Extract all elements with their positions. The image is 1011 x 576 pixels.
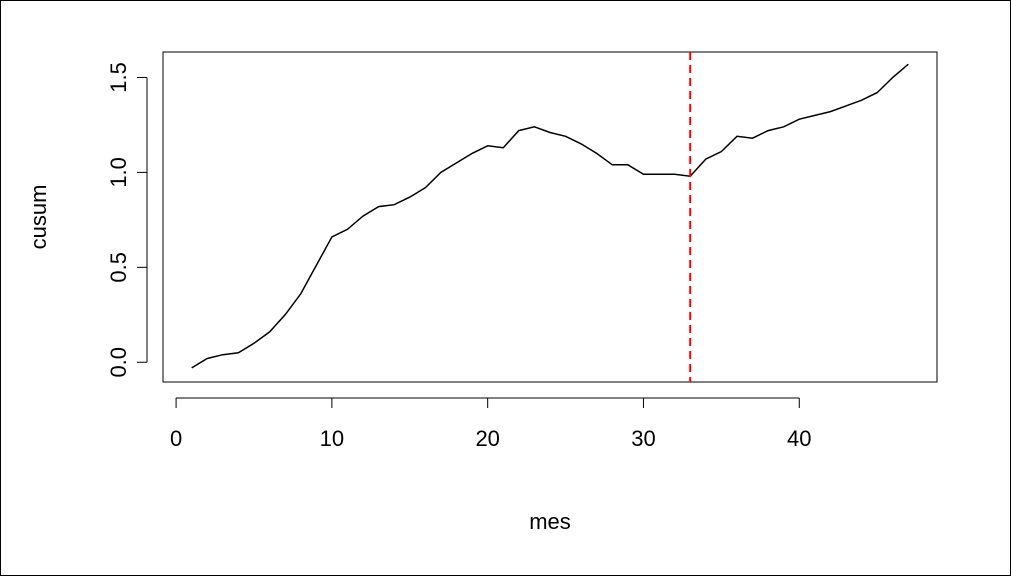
- y-tick-label: 1.5: [106, 62, 131, 93]
- x-tick-label: 10: [320, 426, 344, 451]
- x-tick-label: 30: [631, 426, 655, 451]
- y-tick-label: 0.0: [106, 347, 131, 378]
- line: [191, 63, 909, 369]
- y-tick-label: 0.5: [106, 252, 131, 283]
- y-axis-label: cusum: [26, 185, 51, 250]
- x-axis-label: mes: [529, 509, 571, 534]
- x-tick-label: 40: [787, 426, 811, 451]
- x-tick-label: 0: [170, 426, 182, 451]
- y-tick-label: 1.0: [106, 157, 131, 188]
- plot-box: [162, 51, 938, 383]
- x-tick-label: 20: [475, 426, 499, 451]
